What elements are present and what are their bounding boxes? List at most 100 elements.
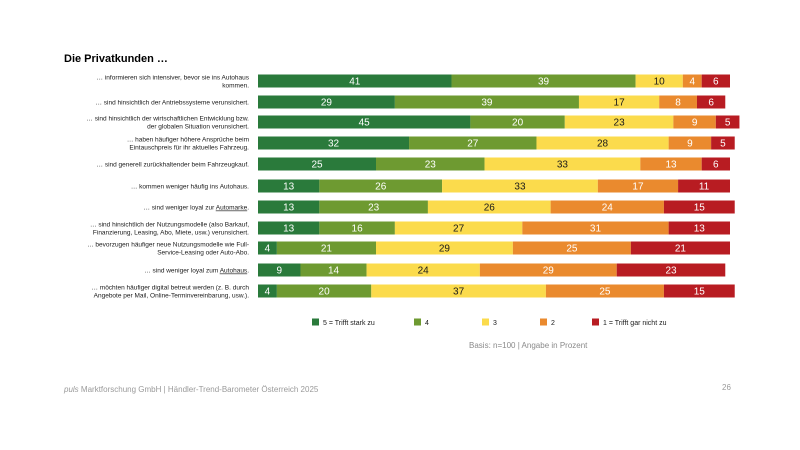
bar-segment: [484, 157, 641, 171]
data-label: 15: [694, 203, 706, 214]
bar-segment: [258, 179, 320, 193]
bar-segment: [635, 74, 683, 88]
category-label: … sind weniger loyal zum Autohaus.: [144, 268, 249, 275]
bar-segment: [659, 95, 697, 109]
data-label: 13: [665, 160, 677, 171]
data-label: 9: [692, 118, 698, 129]
bar-segment: [512, 241, 631, 255]
bar-segment: [696, 95, 726, 109]
bar-segment: [366, 263, 480, 277]
data-label: 6: [713, 160, 719, 171]
data-label: 21: [321, 244, 333, 255]
data-label: 39: [481, 98, 493, 109]
bar-segment: [300, 263, 367, 277]
bar-segment: [319, 221, 395, 235]
bar-segment: [409, 136, 537, 150]
bar-segment: [451, 74, 636, 88]
bar-segment: [564, 115, 674, 129]
data-label: 21: [675, 244, 687, 255]
data-label: 6: [713, 77, 719, 88]
bar-segment: [258, 200, 320, 214]
bar-segment: [668, 136, 712, 150]
data-label: 45: [359, 118, 371, 129]
category-label: … kommen weniger häufig ins Autohaus.: [131, 184, 249, 191]
bar-segment: [715, 115, 740, 129]
bar-segment: [276, 241, 376, 255]
data-label: 33: [514, 182, 526, 193]
bar-segment: [258, 115, 471, 129]
data-label: 4: [265, 244, 271, 255]
category-label: Service-Leasing oder Auto-Abo.: [157, 250, 249, 257]
bar-segment: [258, 136, 410, 150]
data-label: 29: [321, 98, 333, 109]
data-label: 5: [720, 139, 726, 150]
bar-segment: [545, 284, 664, 298]
bar-segment: [630, 241, 730, 255]
data-label: 9: [687, 139, 693, 150]
bar-segment: [258, 95, 395, 109]
bar-segment: [616, 263, 726, 277]
data-label: 28: [597, 139, 609, 150]
data-label: 24: [602, 203, 614, 214]
category-label: der globalen Situation verunsichert.: [147, 124, 249, 131]
data-label: 41: [349, 77, 361, 88]
category-label: … sind hinsichtlich der Nutzungsmodelle …: [90, 222, 249, 229]
category-label: Finanzierung, Leasing, Abo, Miete, usw.)…: [93, 230, 249, 237]
bar-segment: [319, 179, 443, 193]
data-label: 25: [599, 287, 611, 298]
basis-note: Basis: n=100 | Angabe in Prozent: [469, 341, 588, 350]
bar-segment: [668, 221, 730, 235]
category-label: Eintauschpreis für ihr aktuelles Fahrzeu…: [129, 145, 249, 152]
data-label: 23: [614, 118, 626, 129]
bar-segment: [258, 157, 376, 171]
bar-segment: [711, 136, 735, 150]
data-label: 17: [614, 98, 626, 109]
category-label: … haben häufiger höhere Ansprüche beim: [127, 137, 249, 144]
footer-text: Marktforschung GmbH | Händler-Trend-Baro…: [78, 385, 319, 394]
data-label: 23: [368, 203, 380, 214]
page-number: 26: [722, 383, 731, 392]
data-label: 20: [319, 287, 331, 298]
bar-segment: [376, 241, 513, 255]
data-label: 32: [328, 139, 340, 150]
data-label: 26: [484, 203, 496, 214]
bar-segment: [376, 157, 485, 171]
bar-segment: [522, 221, 669, 235]
bar-segment: [536, 136, 669, 150]
legend-label: 5 = Trifft stark zu: [323, 320, 375, 327]
data-label: 37: [453, 287, 465, 298]
category-label: … sind hinsichtlich der wirtschaftlichen…: [86, 116, 249, 123]
data-label: 13: [694, 224, 706, 235]
bar-segment: [470, 115, 565, 129]
data-label: 20: [512, 118, 524, 129]
data-label: 31: [590, 224, 602, 235]
data-label: 29: [543, 266, 555, 277]
bar-segment: [663, 200, 735, 214]
bar-segment: [319, 200, 428, 214]
legend-label: 2: [551, 320, 555, 327]
bar-segment: [427, 200, 551, 214]
bar-segment: [442, 179, 598, 193]
data-label: 39: [538, 77, 550, 88]
data-label: 27: [453, 224, 465, 235]
bar-segment: [258, 263, 301, 277]
category-label: … sind weniger loyal zur Automarke.: [143, 205, 249, 212]
bar-segment: [578, 95, 660, 109]
data-label: 5: [725, 118, 731, 129]
data-label: 4: [689, 77, 695, 88]
data-label: 25: [566, 244, 578, 255]
legend-swatch: [592, 318, 599, 326]
data-label: 13: [283, 224, 295, 235]
bar-segment: [663, 284, 735, 298]
data-label: 23: [665, 266, 677, 277]
bar-segment: [673, 115, 716, 129]
chart-title: Die Privatkunden …: [64, 53, 168, 65]
category-label: kommen.: [222, 83, 249, 90]
bar-segment: [550, 200, 664, 214]
bar-segment: [258, 74, 452, 88]
bar-segment: [682, 74, 702, 88]
data-label: 24: [418, 266, 430, 277]
legend-swatch: [414, 318, 421, 326]
footer: puls Marktforschung GmbH | Händler-Trend…: [64, 385, 318, 394]
